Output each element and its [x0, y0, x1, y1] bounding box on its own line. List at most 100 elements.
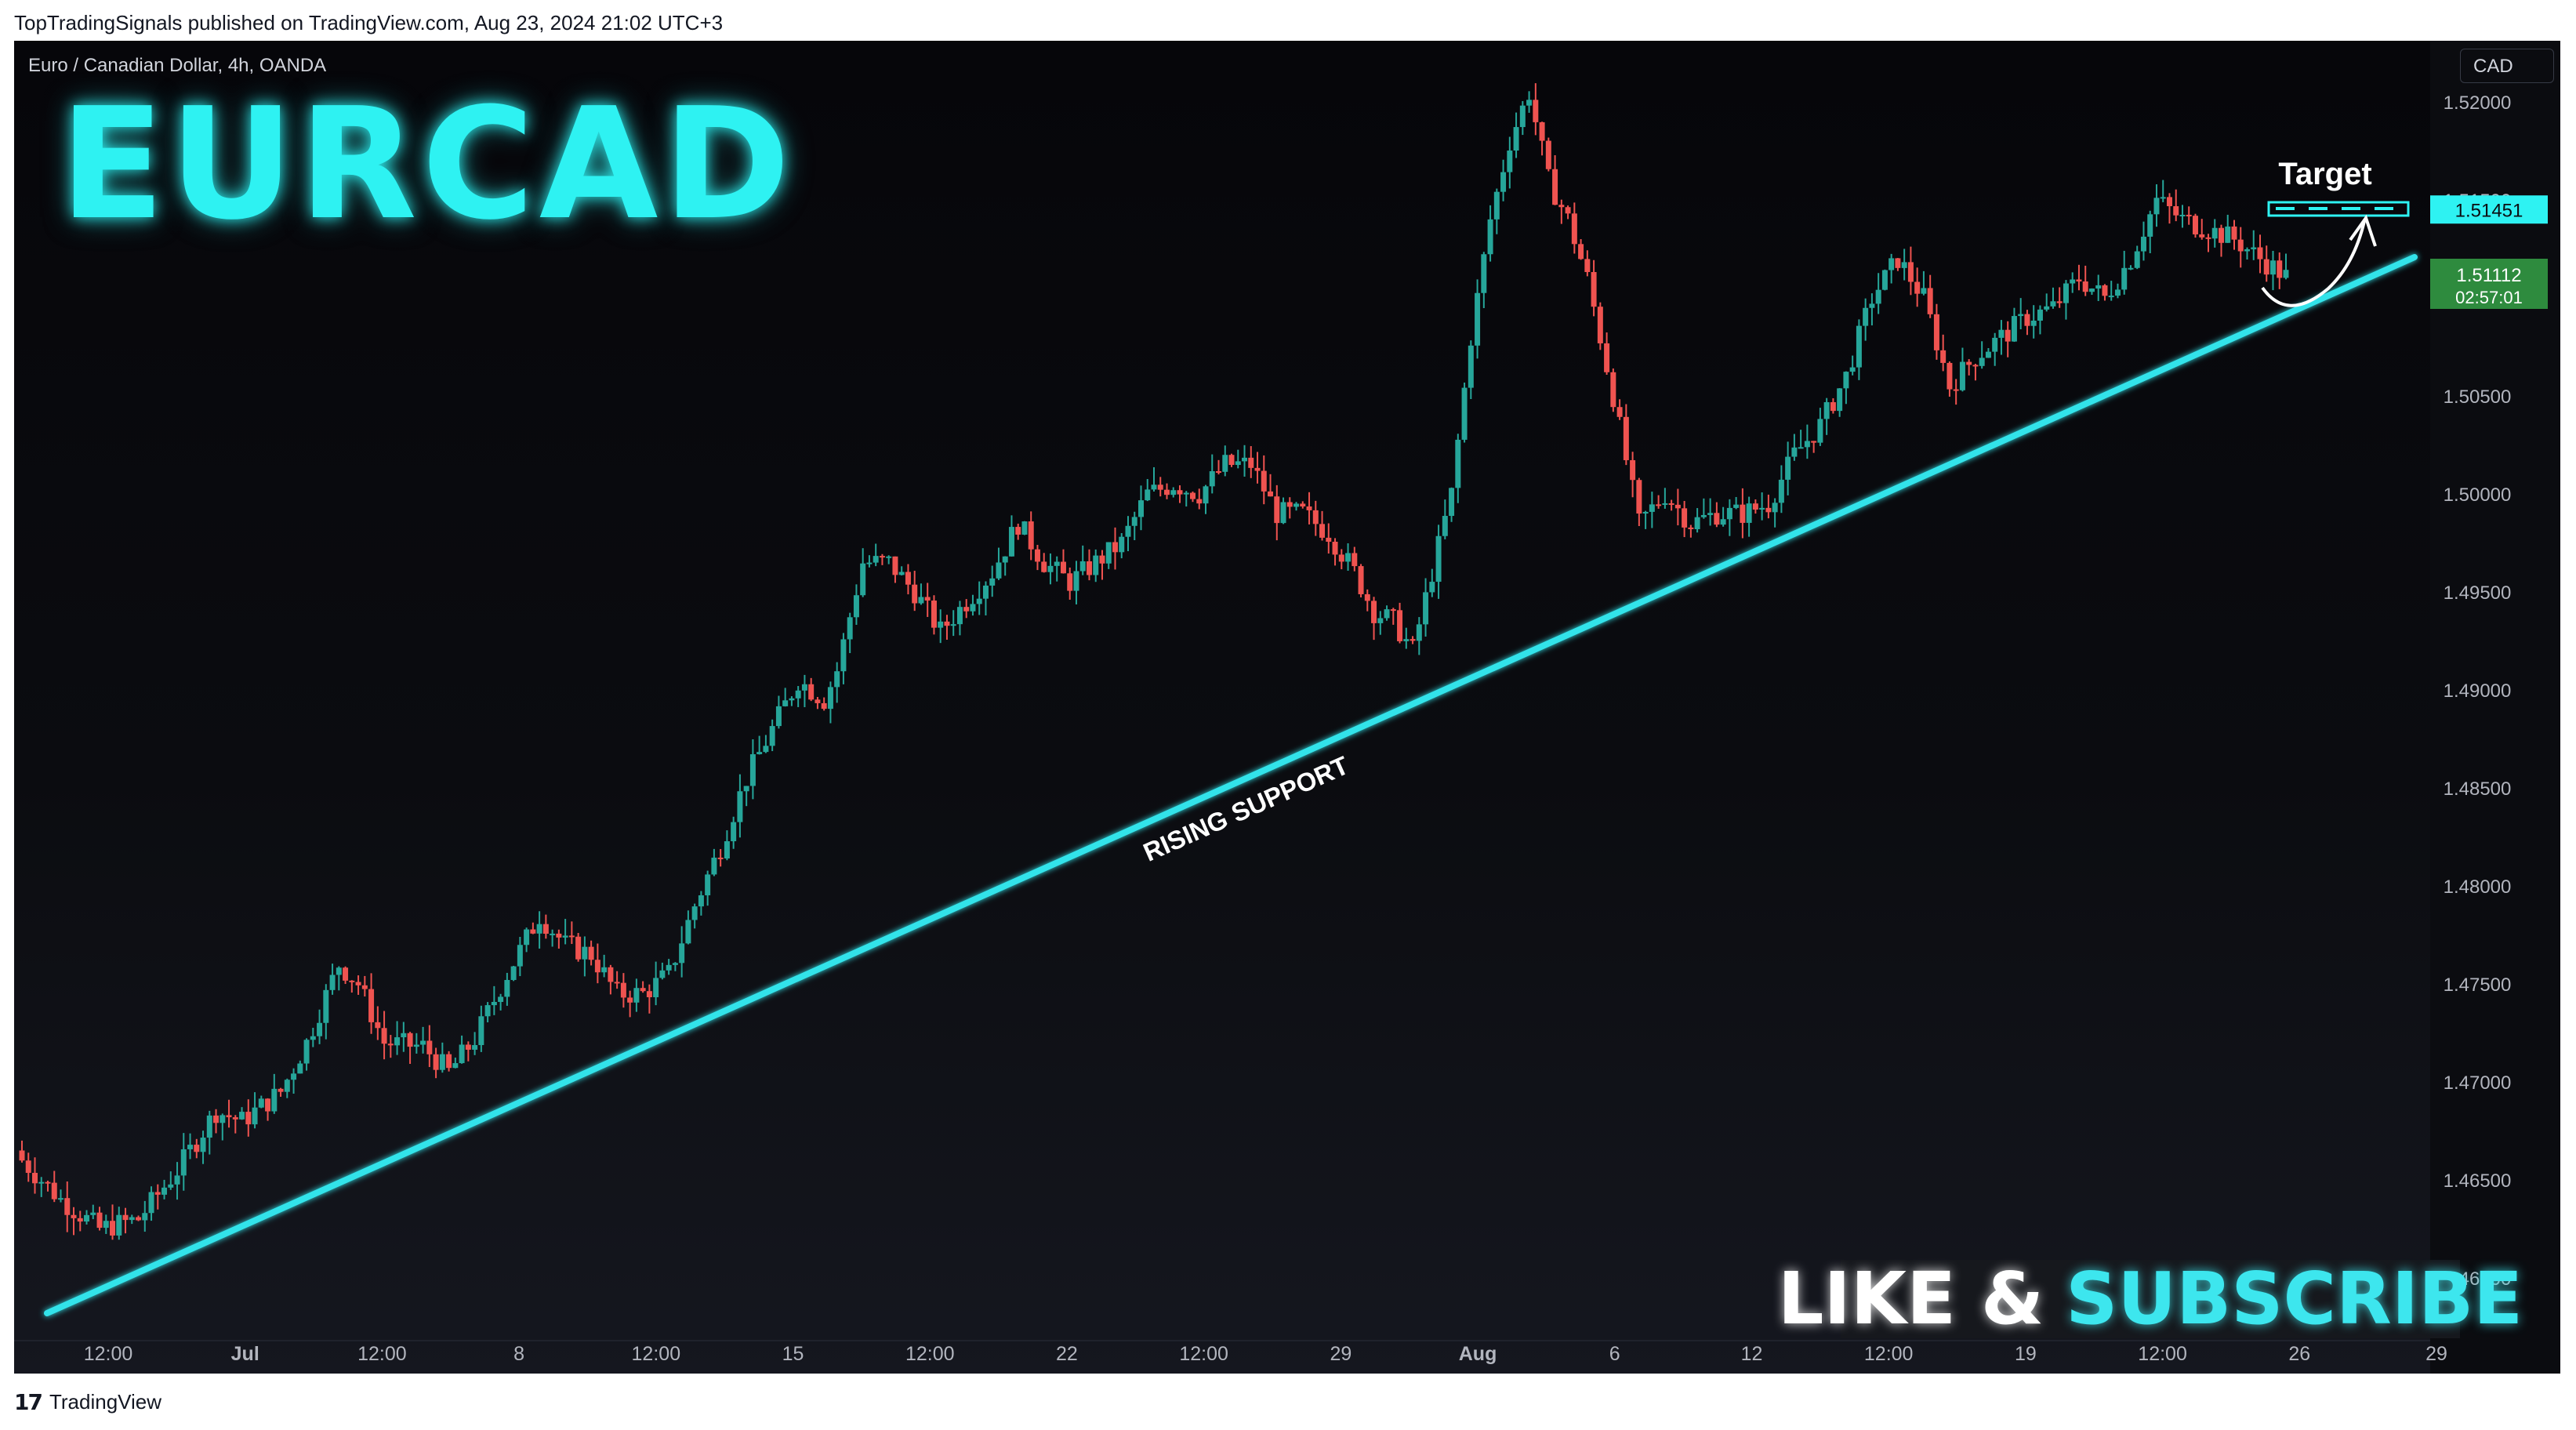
candle-body [1216, 471, 1222, 474]
candle-body [775, 706, 782, 727]
chart-panel[interactable]: RISING SUPPORT Target 1.46000 1.46500 1.47… [14, 41, 2560, 1374]
candle-body [1254, 467, 1261, 471]
candle-body [789, 698, 795, 701]
candle-body [1332, 541, 1338, 555]
candle-body [90, 1212, 96, 1215]
y-tick-label: 1.47000 [2444, 1072, 2512, 1094]
candle-body [375, 1022, 381, 1029]
y-tick-label: 1.47500 [2444, 975, 2512, 996]
candle-body [737, 791, 743, 822]
candle-body [1720, 519, 1726, 525]
candle-body [2186, 214, 2192, 216]
candle-body [2050, 301, 2056, 307]
candle-body [996, 562, 1002, 579]
candle-body [898, 572, 905, 575]
candle-body [1112, 542, 1118, 553]
candle-body [1700, 514, 1707, 517]
candle-body [239, 1112, 245, 1120]
footer-branding: 17 TradingView [14, 1389, 161, 1415]
target-projection-arrow [2261, 220, 2366, 307]
candle-body [1028, 521, 1034, 550]
x-tick-label: 12:00 [2138, 1343, 2187, 1365]
candle-body [387, 1043, 394, 1046]
candle-body [2160, 197, 2166, 199]
candle-body [77, 1218, 83, 1222]
candle-body [1837, 388, 1843, 412]
candle-body [1798, 447, 1804, 449]
candle-body [1015, 527, 1021, 535]
candle-body [116, 1214, 122, 1236]
candle-body [1849, 367, 1856, 372]
candle-body [1604, 343, 1610, 372]
candle-body [323, 989, 329, 1023]
x-tick-label: 26 [2288, 1343, 2310, 1365]
candle-body [1674, 504, 1681, 509]
candle-body [782, 700, 789, 706]
candle-body [1907, 262, 1914, 282]
candle-body [769, 726, 775, 746]
candle-body [1682, 508, 1688, 528]
candle-body [1972, 365, 1979, 367]
candle-body [2056, 301, 2063, 303]
candle-body [1966, 361, 1972, 365]
candle-body [1513, 127, 1519, 151]
candle-body [1856, 325, 1862, 368]
x-tick-label: 6 [1609, 1343, 1620, 1365]
candle-body [1093, 555, 1099, 575]
candle-body [2179, 214, 2186, 216]
candle-body [1268, 491, 1274, 497]
currency-selector[interactable]: CAD [2460, 49, 2554, 83]
candle-body [1765, 507, 1772, 513]
candle-body [510, 966, 517, 980]
candle-body [1843, 372, 1849, 389]
rising-support-line [44, 254, 2418, 1316]
candle-body [1714, 513, 1720, 525]
candle-body [2070, 279, 2076, 284]
x-tick-label: 15 [782, 1343, 804, 1365]
candle-body [582, 946, 588, 960]
candle-body [1293, 503, 1300, 507]
candle-body [2140, 236, 2146, 252]
y-tick-label: 1.46500 [2444, 1170, 2512, 1192]
candle-body [1183, 492, 1189, 495]
candle-body [1261, 470, 1267, 492]
candle-body [1099, 555, 1105, 564]
candle-body [2192, 216, 2198, 234]
candle-body [763, 746, 769, 753]
candle-body [2114, 289, 2121, 296]
candle-body [1707, 513, 1714, 515]
candle-body [1222, 455, 1228, 472]
candle-body [1170, 490, 1177, 495]
candle-body [1998, 329, 2005, 338]
candle-body [938, 621, 944, 628]
candle-body [1823, 401, 1830, 419]
candle-body [1319, 524, 1326, 538]
candle-body [1992, 337, 1998, 352]
candle-body [1384, 609, 1390, 619]
y-tick-label: 1.48500 [2444, 779, 2512, 800]
candle-body [1656, 504, 1662, 506]
candle-body [691, 906, 698, 920]
candle-body [731, 822, 737, 842]
candle-body [1067, 573, 1073, 591]
candle-body [1610, 372, 1616, 408]
candle-body [310, 1036, 316, 1040]
candle-body [1390, 609, 1396, 612]
candle-body [297, 1063, 303, 1074]
subscribe-text: SUBSCRIBE [2066, 1257, 2523, 1341]
candle-body [142, 1213, 148, 1221]
candle-body [433, 1054, 439, 1070]
candle-body [530, 929, 536, 934]
candle-body [2102, 285, 2108, 296]
candle-body [103, 1221, 109, 1229]
target-price-label: 1.51451 [2455, 200, 2523, 221]
y-tick-label: 1.50500 [2444, 387, 2512, 408]
candle-body [200, 1138, 206, 1152]
candle-body [1397, 610, 1403, 641]
candle-body [601, 967, 608, 973]
candle-body [1326, 537, 1332, 542]
candle-body [1953, 389, 1959, 391]
candle-body [550, 933, 556, 935]
candle-body [1312, 510, 1319, 524]
candle-body [194, 1145, 200, 1152]
